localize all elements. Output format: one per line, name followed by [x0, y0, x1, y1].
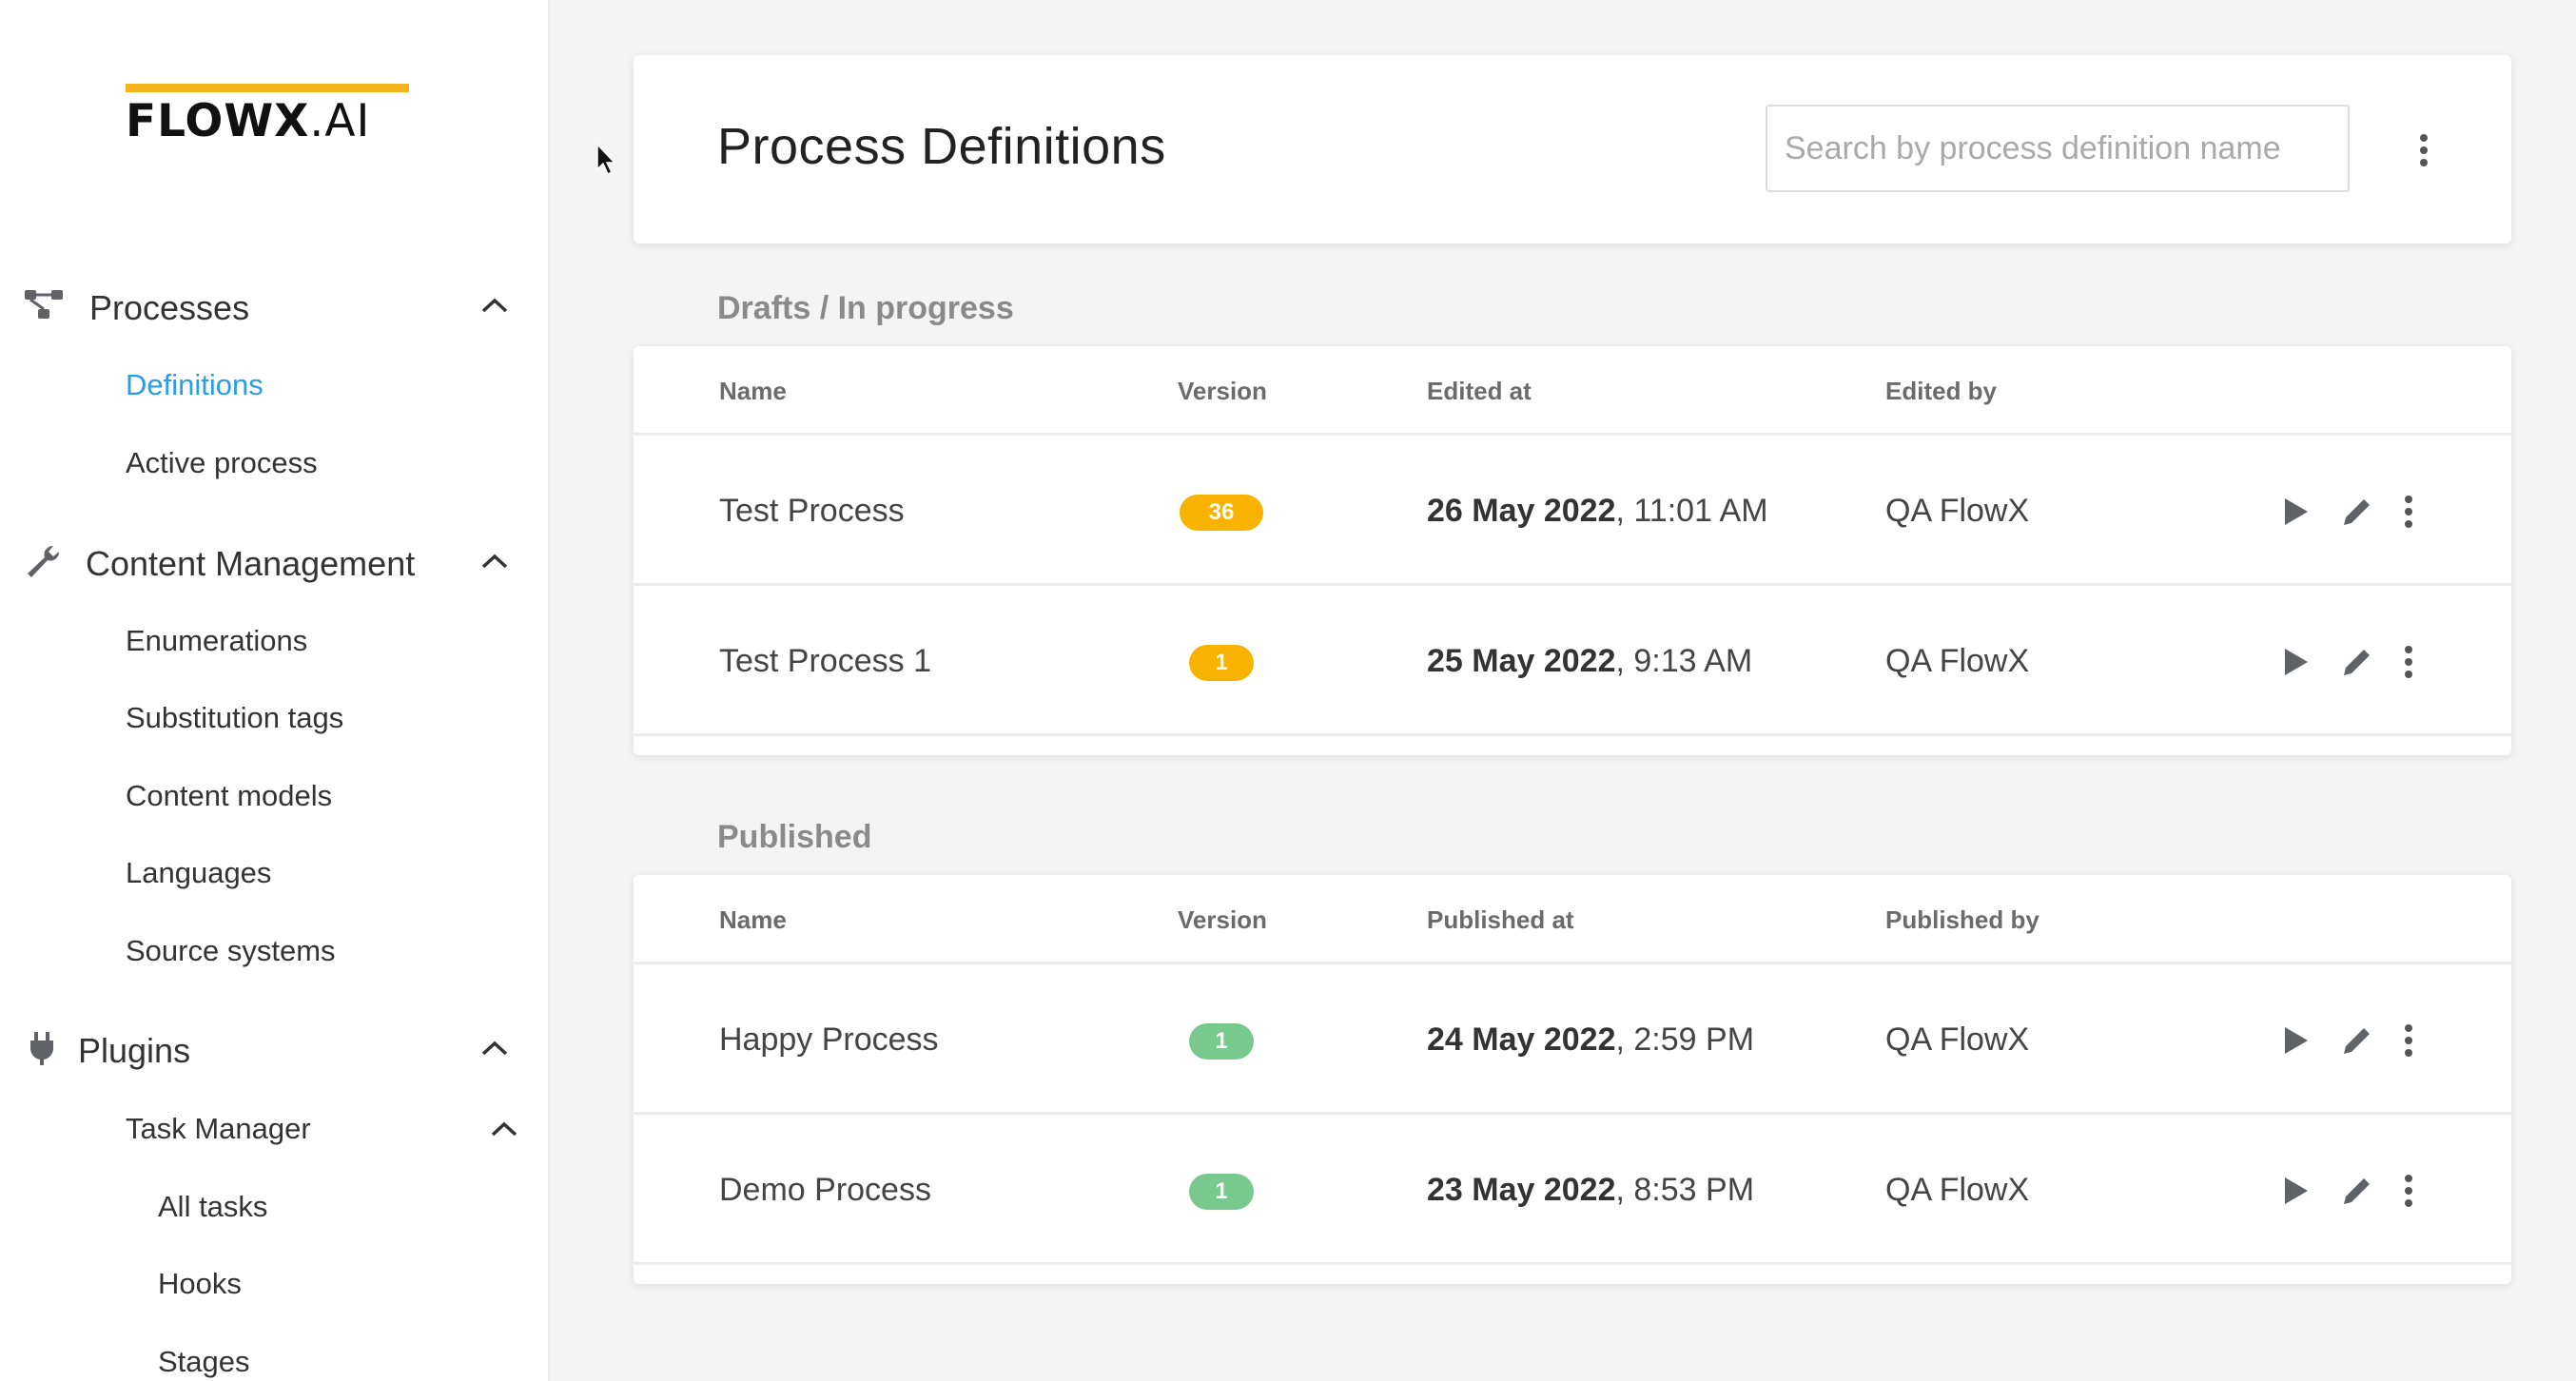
table-header: Name Version Published at Published by — [634, 875, 2511, 964]
sidebar-item-hooks[interactable]: Hooks — [158, 1267, 242, 1300]
table-row[interactable]: Happy Process 1 24 May 2022, 2:59 PM QA … — [634, 964, 2511, 1115]
more-options-icon[interactable] — [2397, 493, 2420, 531]
column-header-version: Version — [1178, 905, 1267, 934]
table-header: Name Version Edited at Edited by — [634, 346, 2511, 436]
edited-at: 25 May 2022, 9:13 AM — [1427, 643, 1753, 679]
process-name[interactable]: Test Process 1 — [719, 643, 931, 679]
sidebar-item-source-systems[interactable]: Source systems — [126, 934, 336, 967]
published-by: QA FlowX — [1885, 1021, 2030, 1058]
published-at: 24 May 2022, 2:59 PM — [1427, 1021, 1755, 1058]
version-badge: 36 — [1180, 495, 1263, 531]
sidebar-item-definitions[interactable]: Definitions — [126, 368, 263, 401]
play-icon[interactable] — [2275, 1021, 2313, 1060]
sidebar-group-label: Processes — [89, 288, 250, 327]
drafts-table: Name Version Edited at Edited by Test Pr… — [634, 346, 2511, 755]
edit-pencil-icon[interactable] — [2338, 1021, 2376, 1060]
version-badge: 1 — [1189, 645, 1254, 681]
sidebar-item-stages[interactable]: Stages — [158, 1345, 250, 1378]
chevron-up-icon[interactable] — [480, 552, 509, 571]
sidebar-item-languages[interactable]: Languages — [126, 856, 272, 889]
column-header-published-at: Published at — [1427, 905, 1574, 934]
search-input[interactable] — [1767, 107, 2348, 190]
column-header-version: Version — [1178, 377, 1267, 405]
published-table: Name Version Published at Published by H… — [634, 875, 2511, 1284]
column-header-name: Name — [719, 377, 787, 405]
column-header-edited-by: Edited by — [1885, 377, 1998, 405]
edit-pencil-icon[interactable] — [2338, 493, 2376, 531]
column-header-edited-at: Edited at — [1427, 377, 1532, 405]
page-title: Process Definitions — [717, 118, 1166, 175]
sidebar-item-content-models[interactable]: Content models — [126, 779, 333, 812]
more-options-icon[interactable] — [2412, 131, 2435, 169]
wrench-icon — [28, 545, 60, 577]
edited-by: QA FlowX — [1885, 493, 2030, 529]
chevron-up-icon[interactable] — [480, 296, 509, 315]
published-at: 23 May 2022, 8:53 PM — [1427, 1172, 1755, 1208]
table-row[interactable]: Test Process 36 26 May 2022, 11:01 AM QA… — [634, 436, 2511, 586]
more-options-icon[interactable] — [2397, 1021, 2420, 1060]
table-row[interactable]: Test Process 1 1 25 May 2022, 9:13 AM QA… — [634, 586, 2511, 736]
sidebar-group-label: Plugins — [78, 1031, 191, 1070]
edited-by: QA FlowX — [1885, 643, 2030, 679]
logo-accent-bar — [126, 84, 409, 92]
logo-wordmark: FLOWX.AI — [126, 95, 371, 147]
sidebar-item-enumerations[interactable]: Enumerations — [126, 624, 308, 657]
version-badge: 1 — [1189, 1023, 1254, 1060]
sidebar-group-label: Content Management — [86, 544, 416, 583]
sidebar-group-processes[interactable]: Processes — [0, 272, 550, 339]
section-title-published: Published — [717, 819, 872, 855]
play-icon[interactable] — [2275, 493, 2313, 531]
sidebar-item-task-manager[interactable]: Task Manager — [126, 1112, 311, 1145]
column-header-name: Name — [719, 905, 787, 934]
chevron-up-icon[interactable] — [480, 1039, 509, 1058]
process-name[interactable]: Happy Process — [719, 1021, 939, 1058]
page-header: Process Definitions — [634, 55, 2511, 243]
play-icon[interactable] — [2275, 1172, 2313, 1210]
search-field[interactable] — [1766, 105, 2350, 192]
more-options-icon[interactable] — [2397, 643, 2420, 681]
flowx-logo[interactable]: FLOWX.AI — [126, 84, 411, 147]
sidebar-item-all-tasks[interactable]: All tasks — [158, 1190, 268, 1223]
sidebar-item-active-process[interactable]: Active process — [126, 446, 318, 479]
more-options-icon[interactable] — [2397, 1172, 2420, 1210]
version-badge: 1 — [1189, 1174, 1254, 1210]
table-row[interactable]: Demo Process 1 23 May 2022, 8:53 PM QA F… — [634, 1115, 2511, 1265]
process-name[interactable]: Test Process — [719, 493, 905, 529]
sidebar-group-plugins[interactable]: Plugins — [0, 1015, 550, 1081]
plug-icon — [29, 1032, 54, 1065]
edited-at: 26 May 2022, 11:01 AM — [1427, 493, 1768, 529]
sidebar: FLOWX.AI Processes Definitions Active pr… — [0, 0, 550, 1381]
process-flow-icon — [25, 290, 63, 319]
chevron-up-icon[interactable] — [490, 1119, 518, 1138]
process-name[interactable]: Demo Process — [719, 1172, 931, 1208]
edit-pencil-icon[interactable] — [2338, 643, 2376, 681]
section-title-drafts: Drafts / In progress — [717, 290, 1014, 326]
play-icon[interactable] — [2275, 643, 2313, 681]
mouse-cursor-icon — [596, 143, 616, 176]
sidebar-item-substitution-tags[interactable]: Substitution tags — [126, 701, 344, 734]
published-by: QA FlowX — [1885, 1172, 2030, 1208]
column-header-published-by: Published by — [1885, 905, 2039, 934]
sidebar-group-content-management[interactable]: Content Management — [0, 528, 550, 594]
edit-pencil-icon[interactable] — [2338, 1172, 2376, 1210]
